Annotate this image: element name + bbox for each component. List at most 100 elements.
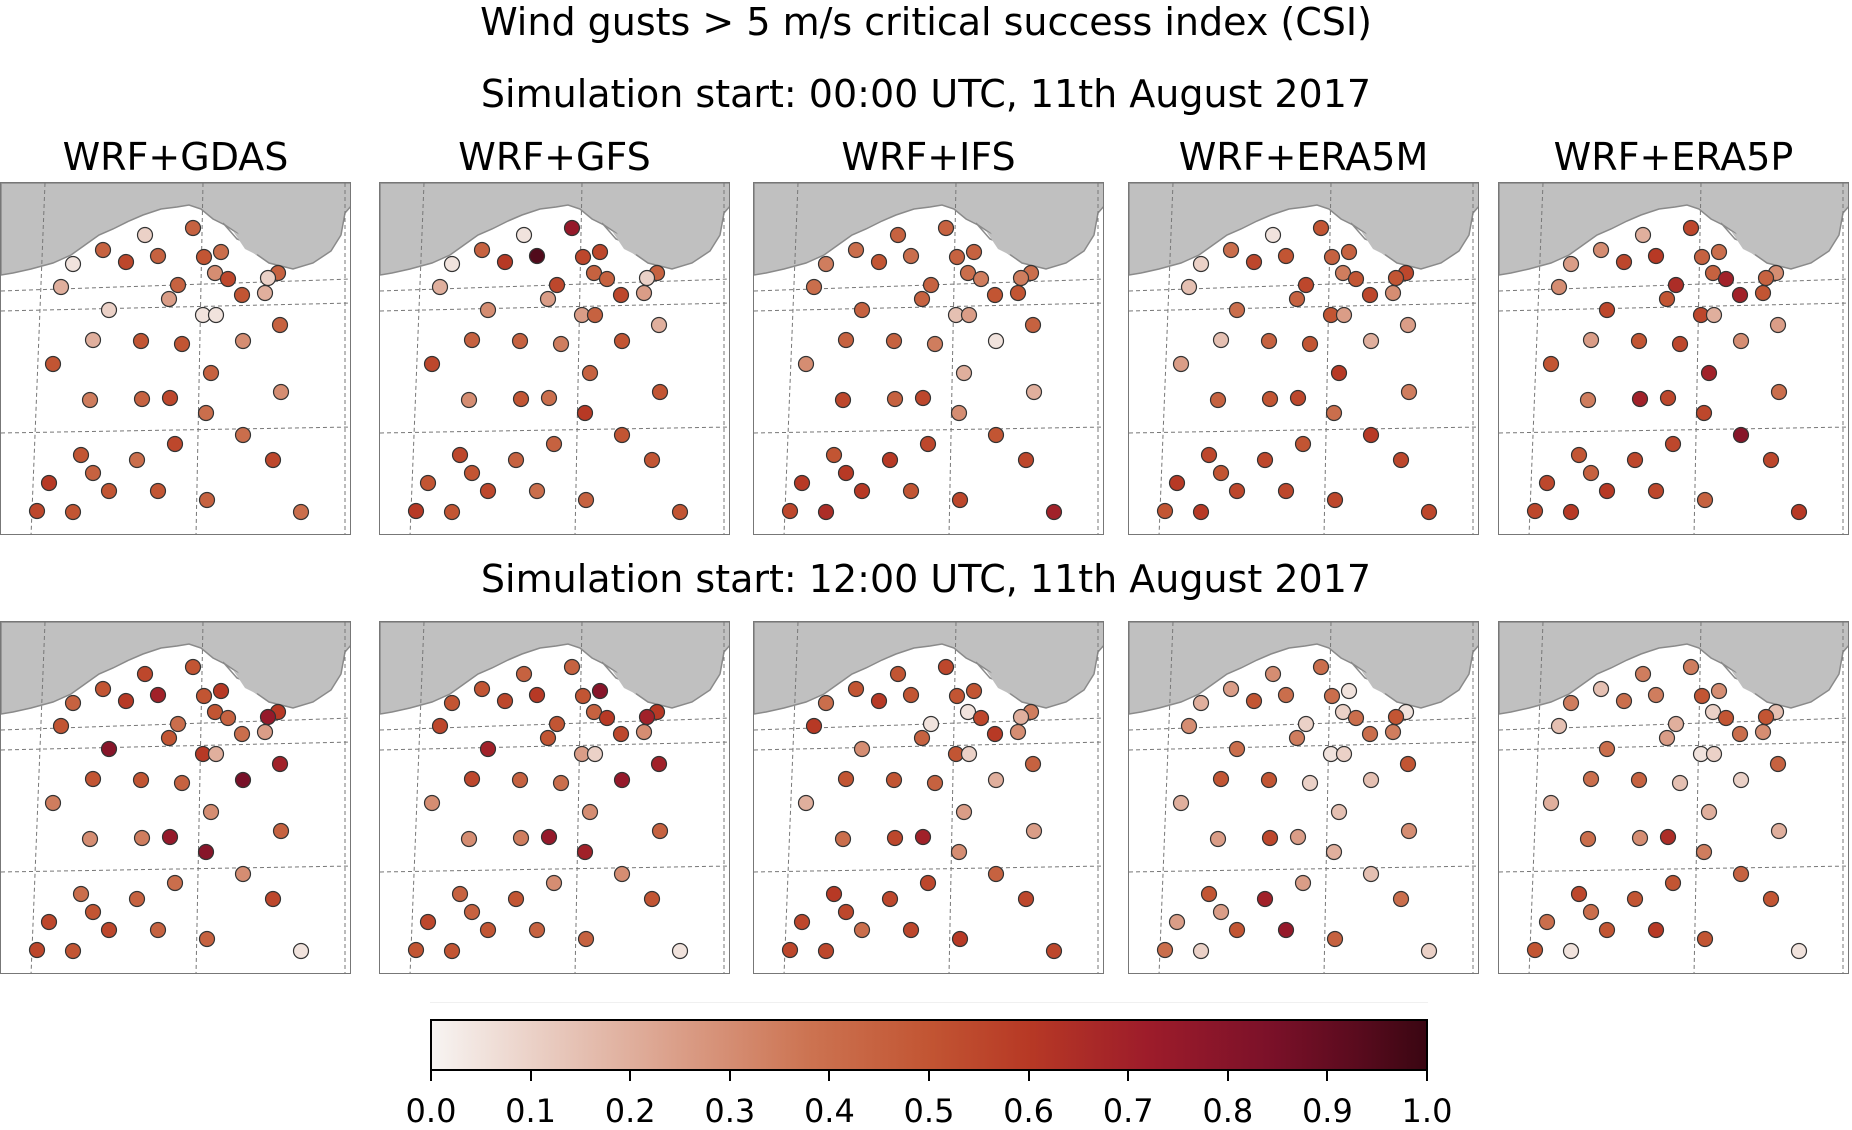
station-marker bbox=[987, 771, 1005, 789]
station-marker bbox=[1012, 708, 1030, 726]
station-marker bbox=[1260, 332, 1278, 350]
station-marker bbox=[886, 829, 904, 847]
station-marker bbox=[463, 331, 481, 349]
station-marker bbox=[1630, 771, 1648, 789]
station-marker bbox=[64, 503, 82, 521]
station-marker bbox=[926, 774, 944, 792]
station-marker bbox=[528, 482, 546, 500]
station-marker bbox=[889, 226, 907, 244]
station-marker bbox=[853, 921, 871, 939]
station-marker bbox=[1361, 725, 1379, 743]
station-marker bbox=[264, 451, 282, 469]
station-marker bbox=[539, 729, 557, 747]
station-marker bbox=[173, 774, 191, 792]
station-marker bbox=[451, 446, 469, 464]
station-marker bbox=[1757, 269, 1775, 287]
station-marker bbox=[576, 843, 594, 861]
station-marker bbox=[581, 364, 599, 382]
colorbar-tick bbox=[1127, 1071, 1130, 1081]
inlet-land bbox=[1731, 231, 1761, 255]
station-marker bbox=[460, 391, 478, 409]
station-marker bbox=[1340, 682, 1358, 700]
station-marker bbox=[272, 822, 290, 840]
station-marker bbox=[986, 725, 1004, 743]
station-marker bbox=[1024, 755, 1042, 773]
station-marker bbox=[52, 717, 70, 735]
station-marker bbox=[407, 941, 425, 959]
station-marker bbox=[1762, 451, 1780, 469]
station-marker bbox=[133, 829, 151, 847]
station-marker bbox=[1264, 665, 1282, 683]
graticule-line bbox=[1158, 622, 1174, 973]
station-marker bbox=[264, 890, 282, 908]
station-marker bbox=[206, 703, 224, 721]
station-marker bbox=[1392, 890, 1410, 908]
station-marker bbox=[585, 703, 603, 721]
station-marker bbox=[1400, 822, 1418, 840]
station-marker bbox=[1362, 426, 1380, 444]
station-marker bbox=[259, 269, 277, 287]
map-panel-r1-c4 bbox=[1128, 182, 1479, 535]
station-marker bbox=[161, 389, 179, 407]
colorbar-tick bbox=[529, 1071, 532, 1081]
graticule-line bbox=[1, 302, 350, 312]
station-marker bbox=[40, 913, 58, 931]
colorbar-tick-label: 0.7 bbox=[1102, 1092, 1154, 1130]
station-marker bbox=[431, 717, 449, 735]
station-marker bbox=[219, 709, 237, 727]
station-marker bbox=[1762, 890, 1780, 908]
station-marker bbox=[1579, 830, 1597, 848]
station-marker bbox=[965, 243, 983, 261]
divider bbox=[430, 1002, 1428, 1003]
station-marker bbox=[837, 331, 855, 349]
station-marker bbox=[1261, 390, 1279, 408]
station-marker bbox=[1228, 921, 1246, 939]
station-marker bbox=[1757, 708, 1775, 726]
station-marker bbox=[64, 942, 82, 960]
station-marker bbox=[1732, 426, 1750, 444]
station-marker bbox=[1362, 332, 1380, 350]
station-marker bbox=[914, 828, 932, 846]
map-panel-r2-c5 bbox=[1498, 621, 1849, 974]
station-marker bbox=[161, 828, 179, 846]
station-marker bbox=[443, 503, 461, 521]
colorbar-tick-label: 0.3 bbox=[704, 1092, 756, 1130]
station-marker bbox=[919, 874, 937, 892]
station-marker bbox=[100, 740, 118, 758]
station-marker bbox=[1045, 503, 1063, 521]
station-marker bbox=[881, 890, 899, 908]
station-marker bbox=[1754, 723, 1772, 741]
colorbar-tick bbox=[1326, 1071, 1329, 1081]
station-marker bbox=[195, 248, 213, 266]
graticule-line bbox=[1129, 741, 1478, 751]
station-marker bbox=[197, 404, 215, 422]
land-mass bbox=[1, 622, 350, 715]
graticule-line bbox=[30, 183, 46, 534]
station-marker bbox=[1542, 355, 1560, 373]
station-marker bbox=[1330, 803, 1348, 821]
station-marker bbox=[817, 503, 835, 521]
station-marker bbox=[28, 502, 46, 520]
station-marker bbox=[496, 692, 514, 710]
station-marker bbox=[817, 694, 835, 712]
station-marker bbox=[781, 502, 799, 520]
station-marker bbox=[479, 921, 497, 939]
station-marker bbox=[1664, 874, 1682, 892]
column-title-ifs: WRF+IFS bbox=[841, 135, 1016, 179]
station-marker bbox=[902, 686, 920, 704]
station-marker bbox=[885, 771, 903, 789]
station-marker bbox=[507, 451, 525, 469]
station-marker bbox=[1704, 264, 1722, 282]
station-marker bbox=[922, 276, 940, 294]
station-marker bbox=[173, 335, 191, 353]
graticule-line bbox=[380, 865, 729, 873]
station-marker bbox=[1570, 885, 1588, 903]
station-marker bbox=[955, 803, 973, 821]
station-marker bbox=[1297, 715, 1315, 733]
station-marker bbox=[1667, 276, 1685, 294]
station-marker bbox=[234, 332, 252, 350]
station-marker bbox=[793, 913, 811, 931]
station-marker bbox=[117, 692, 135, 710]
colorbar-tick-label: 0.4 bbox=[803, 1092, 855, 1130]
station-marker bbox=[292, 942, 310, 960]
